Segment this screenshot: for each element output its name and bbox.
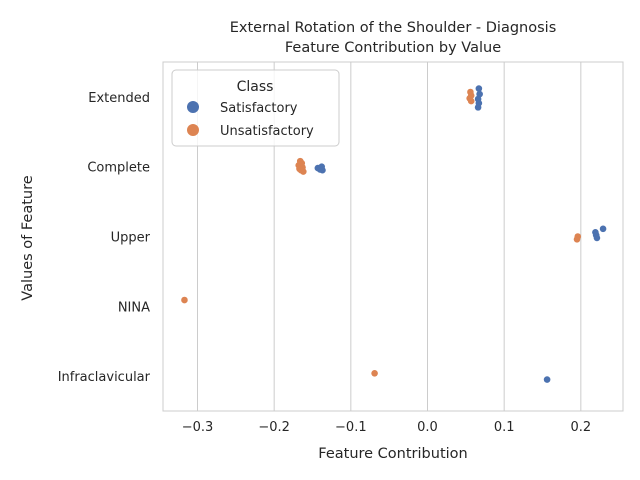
x-tick-label: −0.3 bbox=[182, 420, 214, 435]
y-axis-ticks: Extended Complete Upper NINA Infraclavicular bbox=[58, 91, 151, 385]
plot-frame bbox=[162, 61, 624, 412]
x-tick-label: 0.2 bbox=[570, 420, 591, 435]
y-tick-label: Complete bbox=[87, 161, 150, 176]
data-point bbox=[319, 166, 326, 174]
x-tick-label: 0.1 bbox=[494, 420, 515, 435]
data-point bbox=[181, 296, 188, 304]
legend-marker bbox=[187, 124, 199, 136]
x-tick-label: −0.2 bbox=[258, 420, 290, 435]
y-axis-label: Values of Feature bbox=[20, 175, 36, 300]
plot-border bbox=[162, 61, 624, 412]
data-point bbox=[474, 104, 482, 111]
data-point bbox=[543, 376, 551, 383]
data-point bbox=[300, 168, 307, 175]
legend-title: Class bbox=[237, 79, 274, 95]
chart-subtitle: Feature Contribution by Value bbox=[285, 40, 501, 56]
data-point bbox=[475, 85, 483, 92]
data-point bbox=[371, 370, 378, 377]
legend-box bbox=[171, 69, 340, 147]
legend-marker bbox=[187, 101, 199, 113]
x-tick-label: 0.0 bbox=[417, 420, 438, 435]
y-tick-label: Infraclavicular bbox=[58, 370, 151, 385]
data-points bbox=[181, 85, 607, 383]
data-point bbox=[599, 225, 607, 233]
x-tick-label: −0.1 bbox=[335, 420, 367, 435]
chart-title: External Rotation of the Shoulder - Diag… bbox=[230, 20, 557, 36]
x-axis-label: Feature Contribution bbox=[318, 446, 467, 462]
data-point bbox=[467, 97, 475, 105]
data-point bbox=[593, 234, 601, 242]
data-point bbox=[573, 235, 581, 243]
y-tick-label: Upper bbox=[111, 231, 151, 246]
x-axis-ticks: −0.3 −0.2 −0.1 0.0 0.1 0.2 bbox=[182, 420, 591, 435]
legend-label: Satisfactory bbox=[220, 101, 298, 116]
legend-label: Unsatisfactory bbox=[220, 124, 314, 139]
legend: Class Satisfactory Unsatisfactory bbox=[171, 69, 340, 147]
y-tick-label: Extended bbox=[88, 91, 150, 106]
y-tick-label: NINA bbox=[118, 300, 150, 315]
